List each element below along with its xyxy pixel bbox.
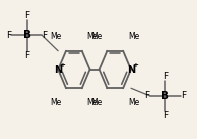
Text: Me: Me bbox=[128, 98, 139, 107]
Text: Me: Me bbox=[50, 32, 61, 41]
Text: F: F bbox=[163, 72, 168, 81]
Text: F: F bbox=[6, 31, 11, 40]
Text: B: B bbox=[23, 30, 31, 40]
Text: F: F bbox=[24, 11, 29, 20]
Text: F: F bbox=[42, 31, 47, 40]
Text: +: + bbox=[132, 62, 138, 68]
Text: Me: Me bbox=[91, 32, 102, 41]
Text: F: F bbox=[181, 91, 186, 100]
Text: Me: Me bbox=[87, 98, 98, 107]
Text: Me: Me bbox=[128, 32, 139, 41]
Text: N: N bbox=[54, 64, 62, 75]
Text: F: F bbox=[24, 51, 29, 60]
Text: N: N bbox=[127, 64, 135, 75]
Text: Me: Me bbox=[87, 32, 98, 41]
Text: F: F bbox=[163, 111, 168, 120]
Text: Me: Me bbox=[91, 98, 102, 107]
Text: Me: Me bbox=[50, 98, 61, 107]
Text: B: B bbox=[162, 91, 169, 101]
Text: F: F bbox=[145, 91, 150, 100]
Text: +: + bbox=[59, 62, 65, 68]
